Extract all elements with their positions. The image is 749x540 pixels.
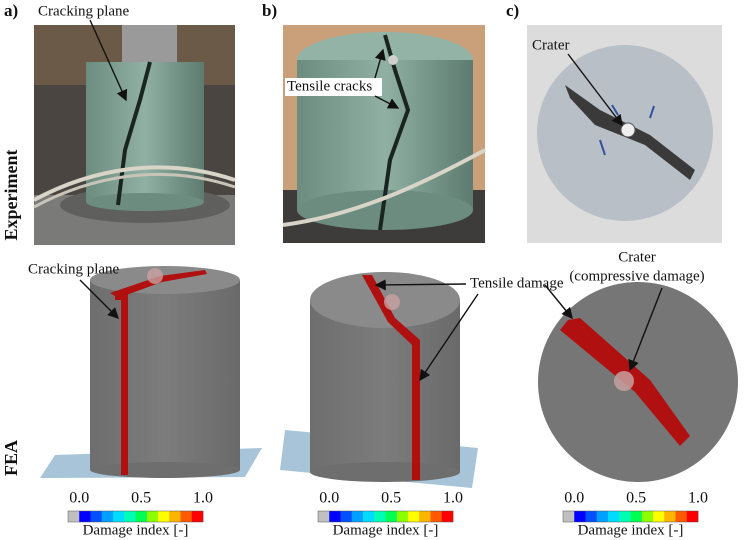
photo-a bbox=[33, 25, 236, 245]
colorbar-tick-label: 1.0 bbox=[193, 490, 213, 507]
colorbar-title: Damage index [-] bbox=[333, 522, 439, 538]
colorbar-title: Damage index [-] bbox=[578, 522, 684, 538]
colorbar-segment bbox=[441, 511, 454, 522]
colorbar-segment bbox=[686, 511, 699, 522]
colorbar-tick-label: 0.0 bbox=[69, 490, 89, 507]
colorbar-segment bbox=[146, 511, 159, 522]
colorbar-segment bbox=[641, 511, 654, 522]
arrow bbox=[628, 287, 663, 372]
colorbar-segment bbox=[585, 511, 598, 522]
arrow bbox=[567, 53, 623, 127]
colorbar-segment bbox=[419, 511, 431, 522]
colorbar-segment bbox=[79, 511, 91, 522]
colorbar-segment bbox=[408, 511, 420, 522]
colorbar-segment bbox=[180, 511, 193, 522]
colorbar-segment bbox=[158, 511, 170, 522]
fea-b bbox=[280, 272, 478, 488]
panel-label: c) bbox=[506, 1, 519, 20]
colorbar-segment bbox=[68, 511, 80, 522]
colorbar-segment bbox=[113, 511, 125, 522]
colorbar-tick-label: 0.5 bbox=[626, 490, 646, 507]
colorbar-segment bbox=[90, 511, 103, 522]
annotation: Crater bbox=[618, 249, 655, 265]
colorbar-segment bbox=[169, 511, 181, 522]
annotation: (compressive damage) bbox=[569, 268, 704, 284]
colorbar-segment bbox=[101, 511, 114, 522]
arrow bbox=[79, 279, 119, 319]
colorbar-segment bbox=[664, 511, 676, 522]
arrow bbox=[89, 19, 128, 102]
arrow bbox=[374, 279, 467, 291]
annotation-bg bbox=[285, 78, 382, 96]
colorbar-segment bbox=[135, 511, 148, 522]
colorbar-segment bbox=[430, 511, 443, 522]
arrow bbox=[374, 48, 386, 79]
colorbar-frame bbox=[317, 510, 454, 523]
arrow bbox=[374, 95, 400, 109]
colorbar-segment bbox=[608, 511, 620, 522]
colorbar-tick-label: 0.0 bbox=[564, 490, 584, 507]
colorbar-frame bbox=[67, 510, 204, 523]
panel-label: a) bbox=[4, 1, 18, 20]
annotation-bg bbox=[36, 3, 136, 21]
colorbar-segment bbox=[374, 511, 386, 522]
photo-c bbox=[527, 25, 722, 243]
colorbar-segment bbox=[619, 511, 631, 522]
colorbar-tick-label: 1.0 bbox=[443, 490, 463, 507]
fea-a bbox=[40, 266, 262, 478]
colorbar-segment bbox=[675, 511, 688, 522]
colorbar-segment bbox=[563, 511, 575, 522]
annotation: Cracking plane bbox=[38, 3, 130, 19]
annotation: Tensile damage bbox=[470, 275, 564, 291]
colorbar-tick-label: 0.5 bbox=[381, 490, 401, 507]
colorbar-segment bbox=[630, 511, 643, 522]
colorbar-segment bbox=[363, 511, 375, 522]
row-label: Experiment bbox=[1, 150, 21, 241]
colorbar-tick-label: 0.5 bbox=[131, 490, 151, 507]
row-label: FEA bbox=[1, 440, 21, 476]
annotation: Tensile cracks bbox=[287, 78, 372, 94]
arrow bbox=[419, 293, 479, 382]
colorbar-segment bbox=[385, 511, 398, 522]
arrow bbox=[544, 284, 573, 320]
colorbar-segment bbox=[574, 511, 586, 522]
colorbar-segment bbox=[329, 511, 341, 522]
annotation: Cracking plane bbox=[28, 261, 120, 277]
panel-label: b) bbox=[262, 1, 277, 20]
colorbar-segment bbox=[596, 511, 609, 522]
colorbar-segment bbox=[396, 511, 409, 522]
colorbar-frame bbox=[562, 510, 699, 523]
colorbar-segment bbox=[124, 511, 136, 522]
colorbar-segment bbox=[191, 511, 204, 522]
colorbar-segment bbox=[351, 511, 364, 522]
photo-b bbox=[282, 25, 486, 243]
colorbar-segment bbox=[318, 511, 330, 522]
colorbar-tick-label: 1.0 bbox=[688, 490, 708, 507]
annotation: Crater bbox=[532, 37, 569, 53]
fea-c bbox=[538, 282, 738, 482]
colorbar-segment bbox=[653, 511, 665, 522]
colorbar-segment bbox=[340, 511, 353, 522]
colorbar-tick-label: 0.0 bbox=[319, 490, 339, 507]
colorbar-title: Damage index [-] bbox=[83, 522, 189, 538]
